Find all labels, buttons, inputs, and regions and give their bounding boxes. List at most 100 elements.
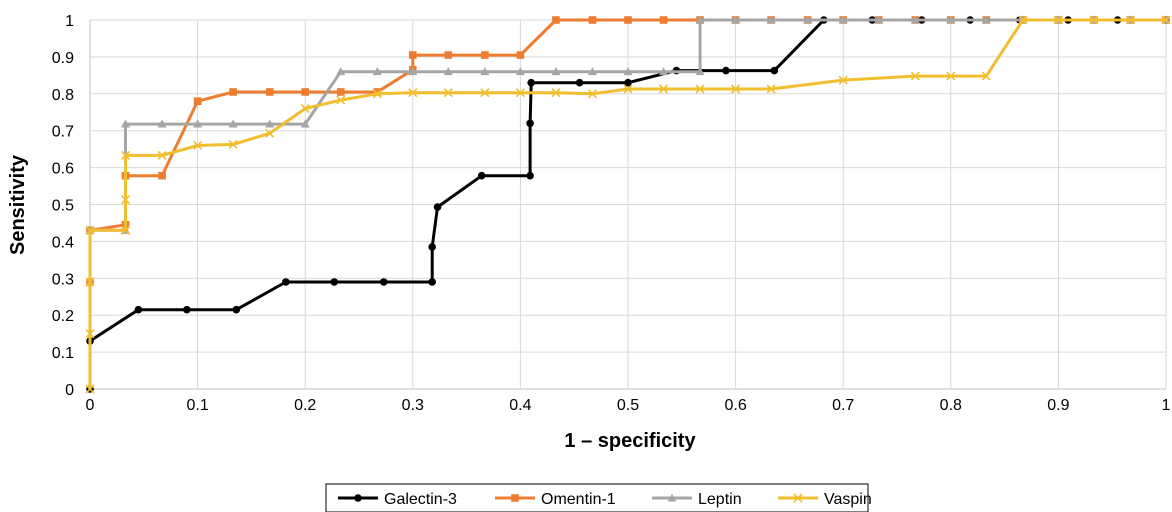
omentin-1-point — [409, 51, 417, 59]
y-tick-label: 1 — [65, 13, 74, 30]
x-axis-title: 1 – specificity — [564, 430, 696, 452]
leptin-point — [336, 67, 346, 76]
series-vaspin — [85, 15, 1171, 394]
galectin-3-point — [526, 171, 534, 180]
vaspin-point — [228, 139, 238, 149]
x-tick-labels: 0 0.1 0.2 0.3 0.4 0.5 0.6 0.7 0.8 0.9 1 — [86, 397, 1171, 414]
galectin-3-point — [527, 78, 535, 87]
omentin-1-point — [336, 88, 345, 96]
leptin-point — [265, 119, 275, 128]
galectin-3-point — [134, 305, 143, 314]
vaspin-point — [766, 84, 776, 94]
leptin-point — [695, 15, 705, 24]
vaspin-point — [408, 88, 418, 98]
leptin-point — [587, 67, 597, 76]
legend-marker-omentin-1 — [511, 494, 519, 502]
y-tick-label: 0.1 — [52, 345, 74, 362]
y-tick-label: 0.3 — [52, 271, 74, 288]
leptin-point — [981, 15, 991, 24]
vaspin-point — [981, 71, 991, 81]
galectin-3-point — [624, 78, 632, 87]
leptin-point — [121, 119, 131, 128]
y-tick-label: 0.9 — [52, 50, 74, 67]
omentin-1-point — [624, 16, 632, 24]
x-tick-label: 0.6 — [724, 397, 746, 414]
vaspin-point — [85, 277, 95, 287]
vaspin-point — [838, 75, 848, 85]
vaspin-point — [1018, 15, 1028, 25]
vaspin-point — [1053, 15, 1063, 25]
galectin-3-point — [722, 66, 730, 75]
vaspin-point — [480, 88, 490, 98]
vaspin-point — [1125, 15, 1136, 25]
y-tick-labels: 0 0.1 0.2 0.3 0.4 0.5 0.6 0.7 0.8 0.9 1 — [52, 13, 74, 399]
leptin-point — [874, 15, 884, 24]
galectin-3-point — [428, 243, 436, 251]
vaspin-point — [372, 89, 382, 99]
legend-marker-vaspin — [793, 493, 803, 503]
series-leptin — [85, 15, 1171, 234]
y-tick-label: 0.6 — [52, 161, 74, 178]
leptin-point — [766, 15, 776, 24]
legend-marker-galectin-3 — [354, 494, 362, 502]
vaspin-point — [120, 225, 131, 235]
leptin-point — [803, 15, 813, 24]
omentin-1-point — [552, 16, 560, 24]
leptin-point — [946, 15, 956, 24]
omentin-1-point — [229, 88, 237, 96]
vaspin-point — [658, 84, 669, 94]
vaspin-point — [443, 88, 453, 98]
legend-label-leptin: Leptin — [698, 491, 742, 508]
vaspin-point — [1161, 15, 1171, 25]
x-tick-label: 0.3 — [402, 397, 424, 414]
x-tick-label: 0.8 — [940, 397, 962, 414]
leptin-point — [910, 15, 920, 24]
leptin-point — [838, 15, 848, 24]
galectin-3-point — [232, 305, 241, 314]
leptin-point — [551, 67, 561, 76]
omentin-1-point — [193, 97, 202, 105]
galectin-3-point — [330, 278, 339, 286]
leptin-point — [659, 67, 669, 76]
gridlines — [89, 19, 1167, 390]
galectin-3-point — [575, 78, 584, 87]
x-tick-label: 0.5 — [617, 397, 639, 414]
vaspin-line — [88, 18, 1166, 389]
omentin-1-point — [516, 51, 525, 59]
legend-label-galectin-3: Galectin-3 — [384, 491, 457, 508]
vaspin-point — [85, 225, 95, 235]
vaspin-point — [587, 89, 598, 99]
vaspin-point — [193, 140, 203, 151]
leptin-point — [515, 67, 525, 76]
leptin-point — [300, 119, 310, 128]
legend: Galectin-3 Omentin-1 Leptin Vaspin — [325, 483, 872, 512]
y-tick-label: 0 — [65, 382, 74, 399]
x-tick-label: 0.9 — [1047, 397, 1069, 414]
leptin-point — [695, 67, 705, 76]
x-tick-label: 0.1 — [186, 397, 208, 414]
y-tick-label: 0.8 — [52, 87, 74, 104]
leptin-point — [731, 15, 741, 24]
x-tick-label: 1 — [1162, 397, 1171, 414]
omentin-1-point — [265, 88, 274, 96]
omentin-1-point — [659, 16, 668, 24]
vaspin-point — [623, 84, 633, 94]
galectin-3-point — [183, 305, 191, 314]
leptin-point — [228, 119, 238, 128]
vaspin-point — [515, 88, 525, 98]
omentin-1-point — [588, 16, 597, 24]
x-tick-label: 0.2 — [294, 397, 316, 414]
galectin-3-point — [526, 119, 534, 128]
galectin-3-point — [282, 278, 290, 286]
y-tick-label: 0.7 — [52, 124, 74, 141]
vaspin-point — [265, 128, 275, 138]
vaspin-point — [946, 71, 956, 81]
vaspin-point — [336, 95, 346, 105]
vaspin-point — [731, 84, 741, 94]
leptin-point — [408, 67, 418, 76]
leptin-point — [480, 67, 490, 76]
legend-border — [325, 483, 869, 512]
leptin-point — [443, 67, 453, 76]
galectin-3-point — [770, 66, 779, 75]
